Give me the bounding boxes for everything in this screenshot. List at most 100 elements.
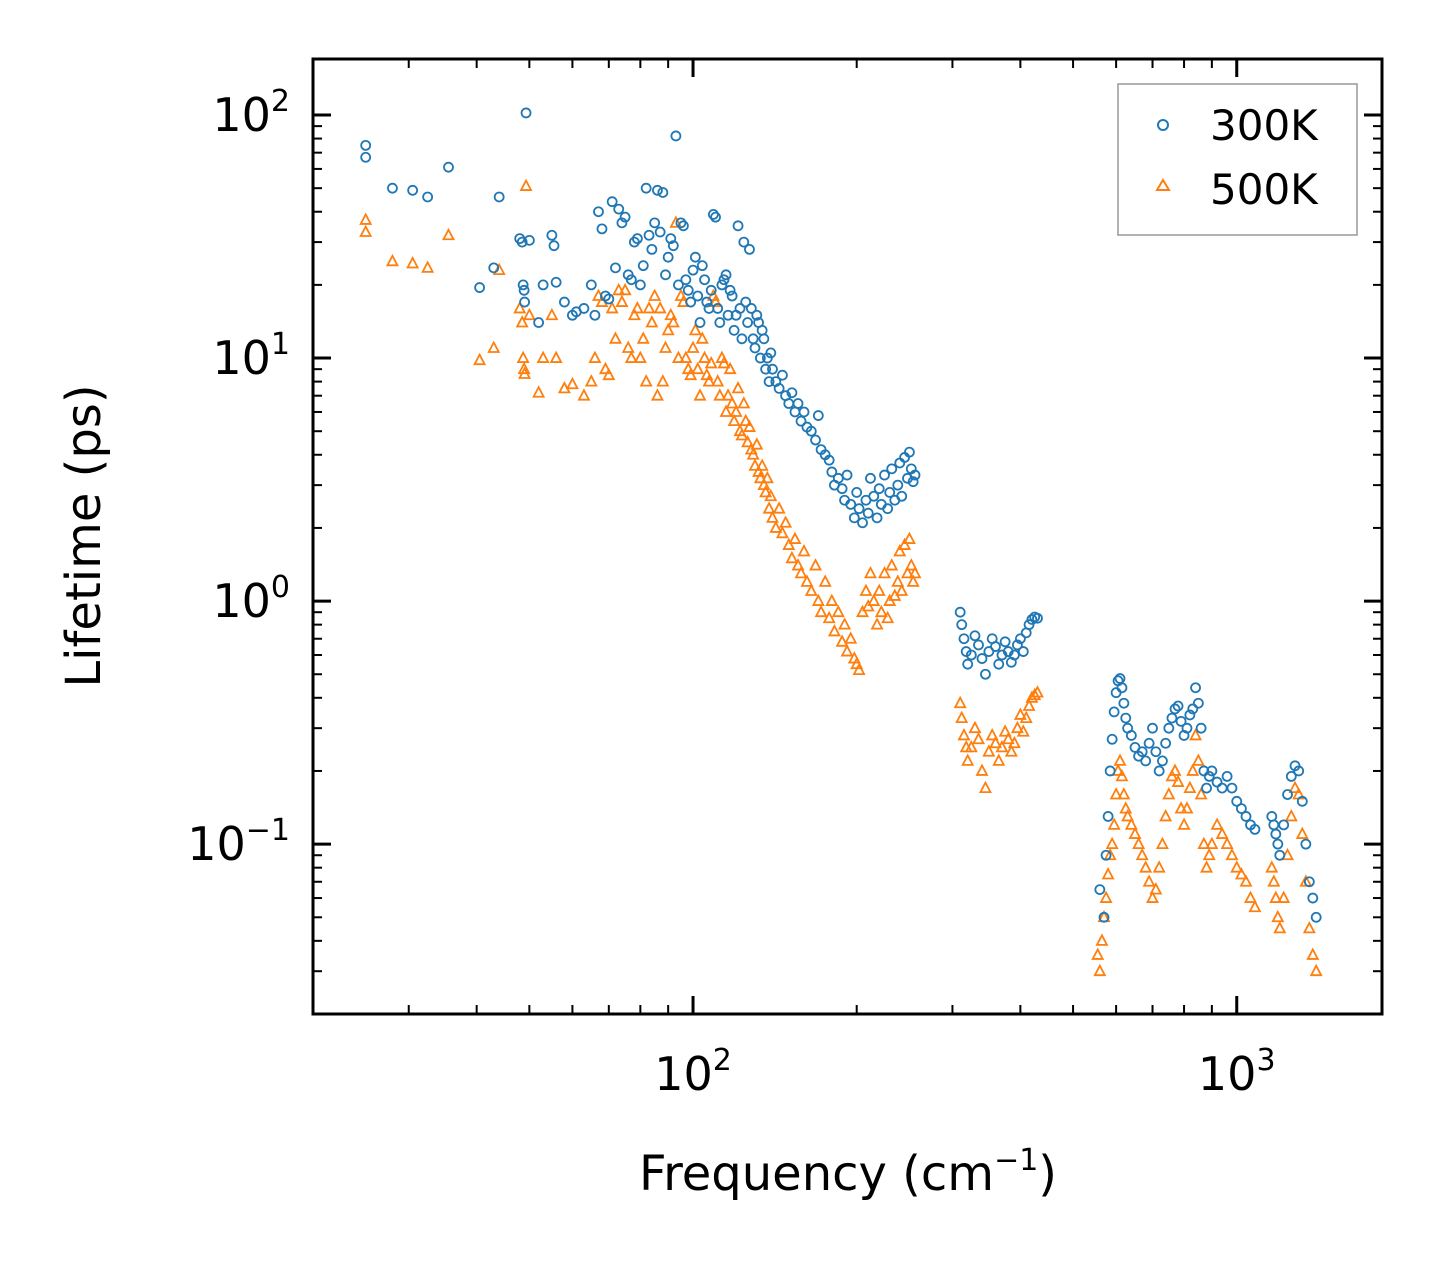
point-300K xyxy=(360,139,372,151)
tick-labels: 102 103 102 101 100 10−1 xyxy=(187,84,1275,1101)
point-500K xyxy=(517,361,531,375)
point-500K xyxy=(1295,826,1309,839)
point-500K xyxy=(717,356,731,369)
point-500K xyxy=(515,315,529,328)
point-300K xyxy=(1163,722,1175,734)
point-300K xyxy=(646,243,658,255)
point-300K xyxy=(1094,884,1106,895)
point-500K xyxy=(788,531,802,544)
point-500K xyxy=(1010,720,1024,734)
point-500K xyxy=(895,583,909,596)
point-500K xyxy=(1139,860,1153,873)
point-300K xyxy=(493,191,505,203)
point-300K xyxy=(1116,682,1128,694)
point-500K xyxy=(1277,890,1291,903)
point-500K xyxy=(901,565,914,579)
point-300K xyxy=(773,383,785,394)
point-500K xyxy=(985,728,999,741)
point-300K xyxy=(736,333,748,345)
point-300K xyxy=(1296,795,1308,807)
point-500K xyxy=(693,388,707,401)
point-300K xyxy=(857,517,868,529)
point-500K xyxy=(598,361,612,375)
point-500K xyxy=(972,731,985,745)
point-300K xyxy=(662,251,674,263)
point-500K xyxy=(1019,710,1033,724)
point-500K xyxy=(1091,947,1105,960)
point-500K xyxy=(1202,847,1216,861)
point-300K xyxy=(1190,682,1201,694)
point-500K xyxy=(1013,707,1027,720)
point-500K xyxy=(1022,698,1036,711)
point-500K xyxy=(1099,890,1113,903)
point-300K xyxy=(699,274,710,286)
point-500K xyxy=(827,624,841,637)
point-300K xyxy=(868,490,880,502)
point-300K xyxy=(714,317,726,328)
point-500K xyxy=(992,753,1006,766)
point-500K xyxy=(1205,836,1219,850)
point-500K xyxy=(867,593,881,606)
point-500K xyxy=(1194,787,1208,800)
point-300K xyxy=(1278,819,1290,831)
point-500K xyxy=(719,404,733,417)
point-500K xyxy=(741,434,755,448)
point-500K xyxy=(1155,836,1169,850)
point-500K xyxy=(549,350,563,363)
point-300K xyxy=(407,184,419,196)
point-500K xyxy=(1103,847,1117,861)
point-300K xyxy=(692,290,704,302)
point-500K xyxy=(739,413,753,427)
point-500K xyxy=(713,388,727,401)
point-300K xyxy=(823,454,835,466)
point-300K xyxy=(1240,811,1252,822)
legend-marker-300K xyxy=(1157,119,1169,131)
point-300K xyxy=(1106,733,1118,745)
point-500K xyxy=(650,388,664,401)
point-300K xyxy=(550,276,562,288)
point-300K xyxy=(710,211,721,223)
point-500K xyxy=(1230,860,1244,873)
point-500K xyxy=(906,574,920,587)
point-500K xyxy=(1186,763,1200,776)
point-300K xyxy=(1201,782,1212,794)
point-300K xyxy=(983,646,995,657)
point-500K xyxy=(656,374,670,387)
point-500K xyxy=(797,544,811,557)
point-500K xyxy=(1288,780,1302,794)
y-tick-label: 102 xyxy=(212,84,290,142)
point-500K xyxy=(1132,836,1146,850)
point-300K xyxy=(707,208,719,220)
point-500K xyxy=(902,531,916,544)
point-300K xyxy=(1198,765,1210,777)
point-300K xyxy=(792,398,804,409)
point-300K xyxy=(734,303,746,314)
point-500K xyxy=(1093,963,1107,977)
point-500K xyxy=(775,525,789,539)
point-500K xyxy=(1113,753,1127,766)
point-300K xyxy=(973,639,984,651)
point-500K xyxy=(1239,874,1253,887)
point-500K xyxy=(518,366,532,379)
point-300K xyxy=(559,296,570,308)
point-500K xyxy=(615,294,629,307)
point-500K xyxy=(487,340,501,353)
point-300K xyxy=(841,469,853,481)
point-300K xyxy=(1153,765,1165,777)
point-300K xyxy=(758,333,770,345)
point-300K xyxy=(613,203,625,215)
point-500K xyxy=(1309,963,1323,977)
point-300K xyxy=(873,483,885,495)
point-300K xyxy=(1195,722,1207,734)
point-300K xyxy=(516,236,528,248)
point-500K xyxy=(627,307,641,321)
point-300K xyxy=(798,406,810,418)
point-500K xyxy=(686,340,700,353)
point-500K xyxy=(1101,867,1115,880)
point-500K xyxy=(750,437,764,450)
point-300K xyxy=(517,279,529,291)
point-300K xyxy=(1282,789,1293,800)
point-300K xyxy=(694,317,706,328)
point-500K xyxy=(1191,753,1205,766)
point-500K xyxy=(659,340,673,353)
